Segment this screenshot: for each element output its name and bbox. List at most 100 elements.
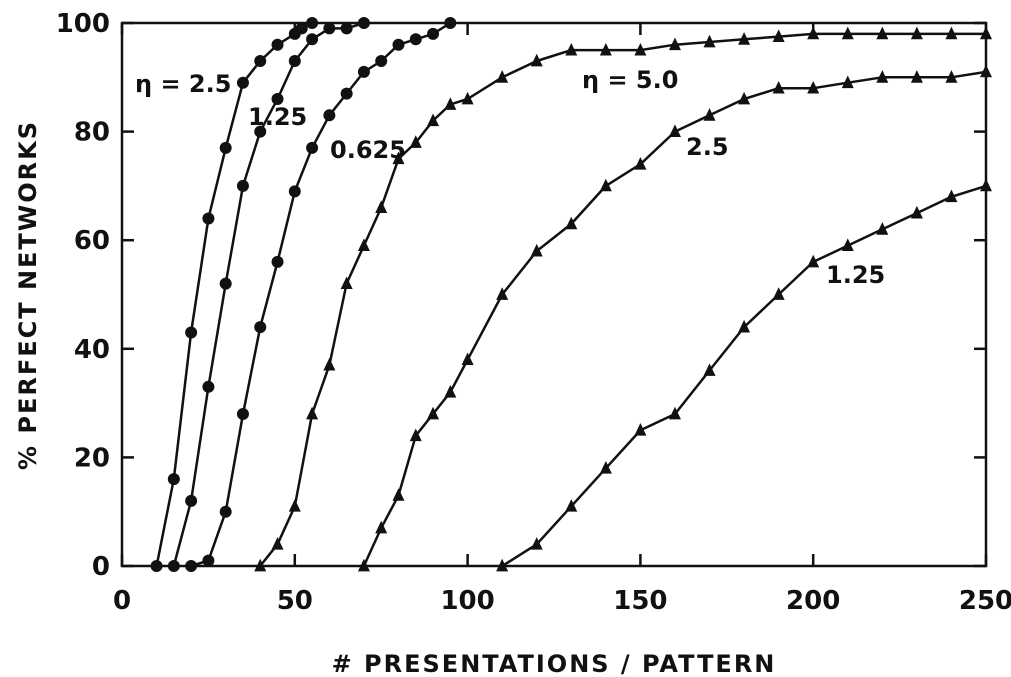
data-point-triangle [357, 238, 370, 252]
data-point-triangle [496, 287, 509, 300]
data-point-triangle [357, 558, 370, 572]
series-label: η = 5.0 [582, 66, 678, 94]
data-point-circle [288, 185, 301, 198]
data-point-triangle [980, 178, 992, 192]
data-point-triangle [444, 97, 457, 110]
data-point-circle [150, 560, 163, 572]
series-line-2 [190, 21, 451, 568]
data-point-circle [202, 380, 215, 393]
data-point-circle [271, 93, 284, 106]
data-point-triangle [668, 124, 681, 137]
data-point-triangle [841, 75, 854, 89]
data-point-triangle [306, 406, 319, 420]
data-point-triangle [323, 357, 336, 371]
data-point-triangle [444, 385, 457, 398]
data-point-triangle [738, 319, 751, 333]
data-point-triangle [807, 254, 820, 268]
data-point-triangle [340, 276, 353, 290]
data-point-triangle [565, 499, 578, 512]
data-point-circle [375, 55, 388, 68]
data-point-triangle [703, 34, 716, 48]
x-tick-label: 100 [440, 586, 494, 616]
data-point-circle [254, 125, 267, 138]
data-point-triangle [271, 537, 284, 550]
data-point-triangle [980, 26, 992, 40]
data-point-triangle [496, 70, 509, 83]
data-point-triangle [945, 26, 958, 40]
data-point-circle [306, 17, 319, 29]
data-point-triangle [876, 26, 889, 40]
data-point-triangle [876, 70, 889, 83]
y-tick-label: 80 [74, 118, 110, 148]
data-point-circle [340, 87, 353, 100]
data-point-triangle [409, 135, 422, 148]
data-point-triangle [668, 406, 681, 420]
data-point-circle [444, 17, 457, 29]
y-tick-label: 20 [74, 443, 110, 473]
data-point-circle [167, 560, 180, 572]
y-axis-title: % PERFECT NETWORKS [14, 120, 42, 470]
series-label: 0.625 [330, 136, 406, 164]
data-point-triangle [772, 80, 785, 94]
x-tick-label: 250 [959, 586, 1011, 616]
series-line-3 [259, 32, 986, 567]
series-label: 1.25 [248, 103, 307, 131]
data-point-triangle [910, 205, 923, 219]
data-point-triangle [599, 461, 612, 474]
data-point-triangle [599, 178, 612, 192]
data-point-triangle [599, 42, 612, 56]
data-point-triangle [461, 91, 474, 105]
data-point-triangle [772, 29, 785, 42]
data-point-triangle [409, 428, 422, 442]
data-point-triangle [980, 64, 992, 78]
x-tick-label: 0 [113, 586, 131, 616]
data-point-triangle [910, 26, 923, 40]
data-point-triangle [841, 238, 854, 252]
data-point-triangle [461, 352, 474, 366]
x-axis-title: # PRESENTATIONS / PATTERN [332, 650, 777, 677]
data-point-triangle [375, 520, 388, 534]
data-point-circle [340, 22, 353, 35]
data-point-triangle [910, 70, 923, 83]
data-point-triangle [496, 558, 509, 572]
series-line-4 [362, 70, 987, 567]
series-label: 2.5 [686, 133, 729, 161]
data-point-triangle [945, 70, 958, 83]
data-point-circle [409, 33, 422, 46]
data-point-triangle [634, 42, 647, 56]
data-point-circle [219, 277, 232, 290]
data-point-triangle [427, 113, 440, 127]
data-point-triangle [668, 37, 681, 51]
y-tick-label: 100 [56, 9, 110, 39]
data-point-circle [236, 179, 249, 192]
data-point-circle [323, 22, 336, 35]
data-point-circle [323, 109, 336, 122]
data-point-circle [185, 494, 198, 507]
data-point-triangle [841, 26, 854, 40]
data-point-circle [306, 141, 319, 154]
x-tick-label: 200 [786, 586, 840, 616]
data-point-circle [271, 38, 284, 51]
data-point-triangle [772, 287, 785, 300]
data-point-triangle [634, 423, 647, 436]
data-point-triangle [530, 53, 543, 67]
data-point-circle [219, 505, 232, 518]
data-point-triangle [530, 243, 543, 257]
data-point-triangle [375, 200, 388, 214]
data-point-circle [427, 27, 440, 40]
data-point-triangle [288, 499, 301, 512]
data-point-circle [306, 33, 319, 46]
data-point-circle [295, 22, 308, 35]
y-tick-label: 40 [74, 335, 110, 365]
data-point-triangle [876, 222, 889, 235]
data-point-circle [185, 326, 198, 339]
data-point-circle [236, 76, 249, 89]
data-point-triangle [565, 216, 578, 230]
data-point-circle [271, 255, 284, 268]
data-point-circle [288, 55, 301, 68]
data-point-circle [202, 212, 215, 225]
data-point-triangle [392, 488, 405, 501]
data-point-triangle [738, 91, 751, 105]
data-point-triangle [738, 32, 751, 45]
